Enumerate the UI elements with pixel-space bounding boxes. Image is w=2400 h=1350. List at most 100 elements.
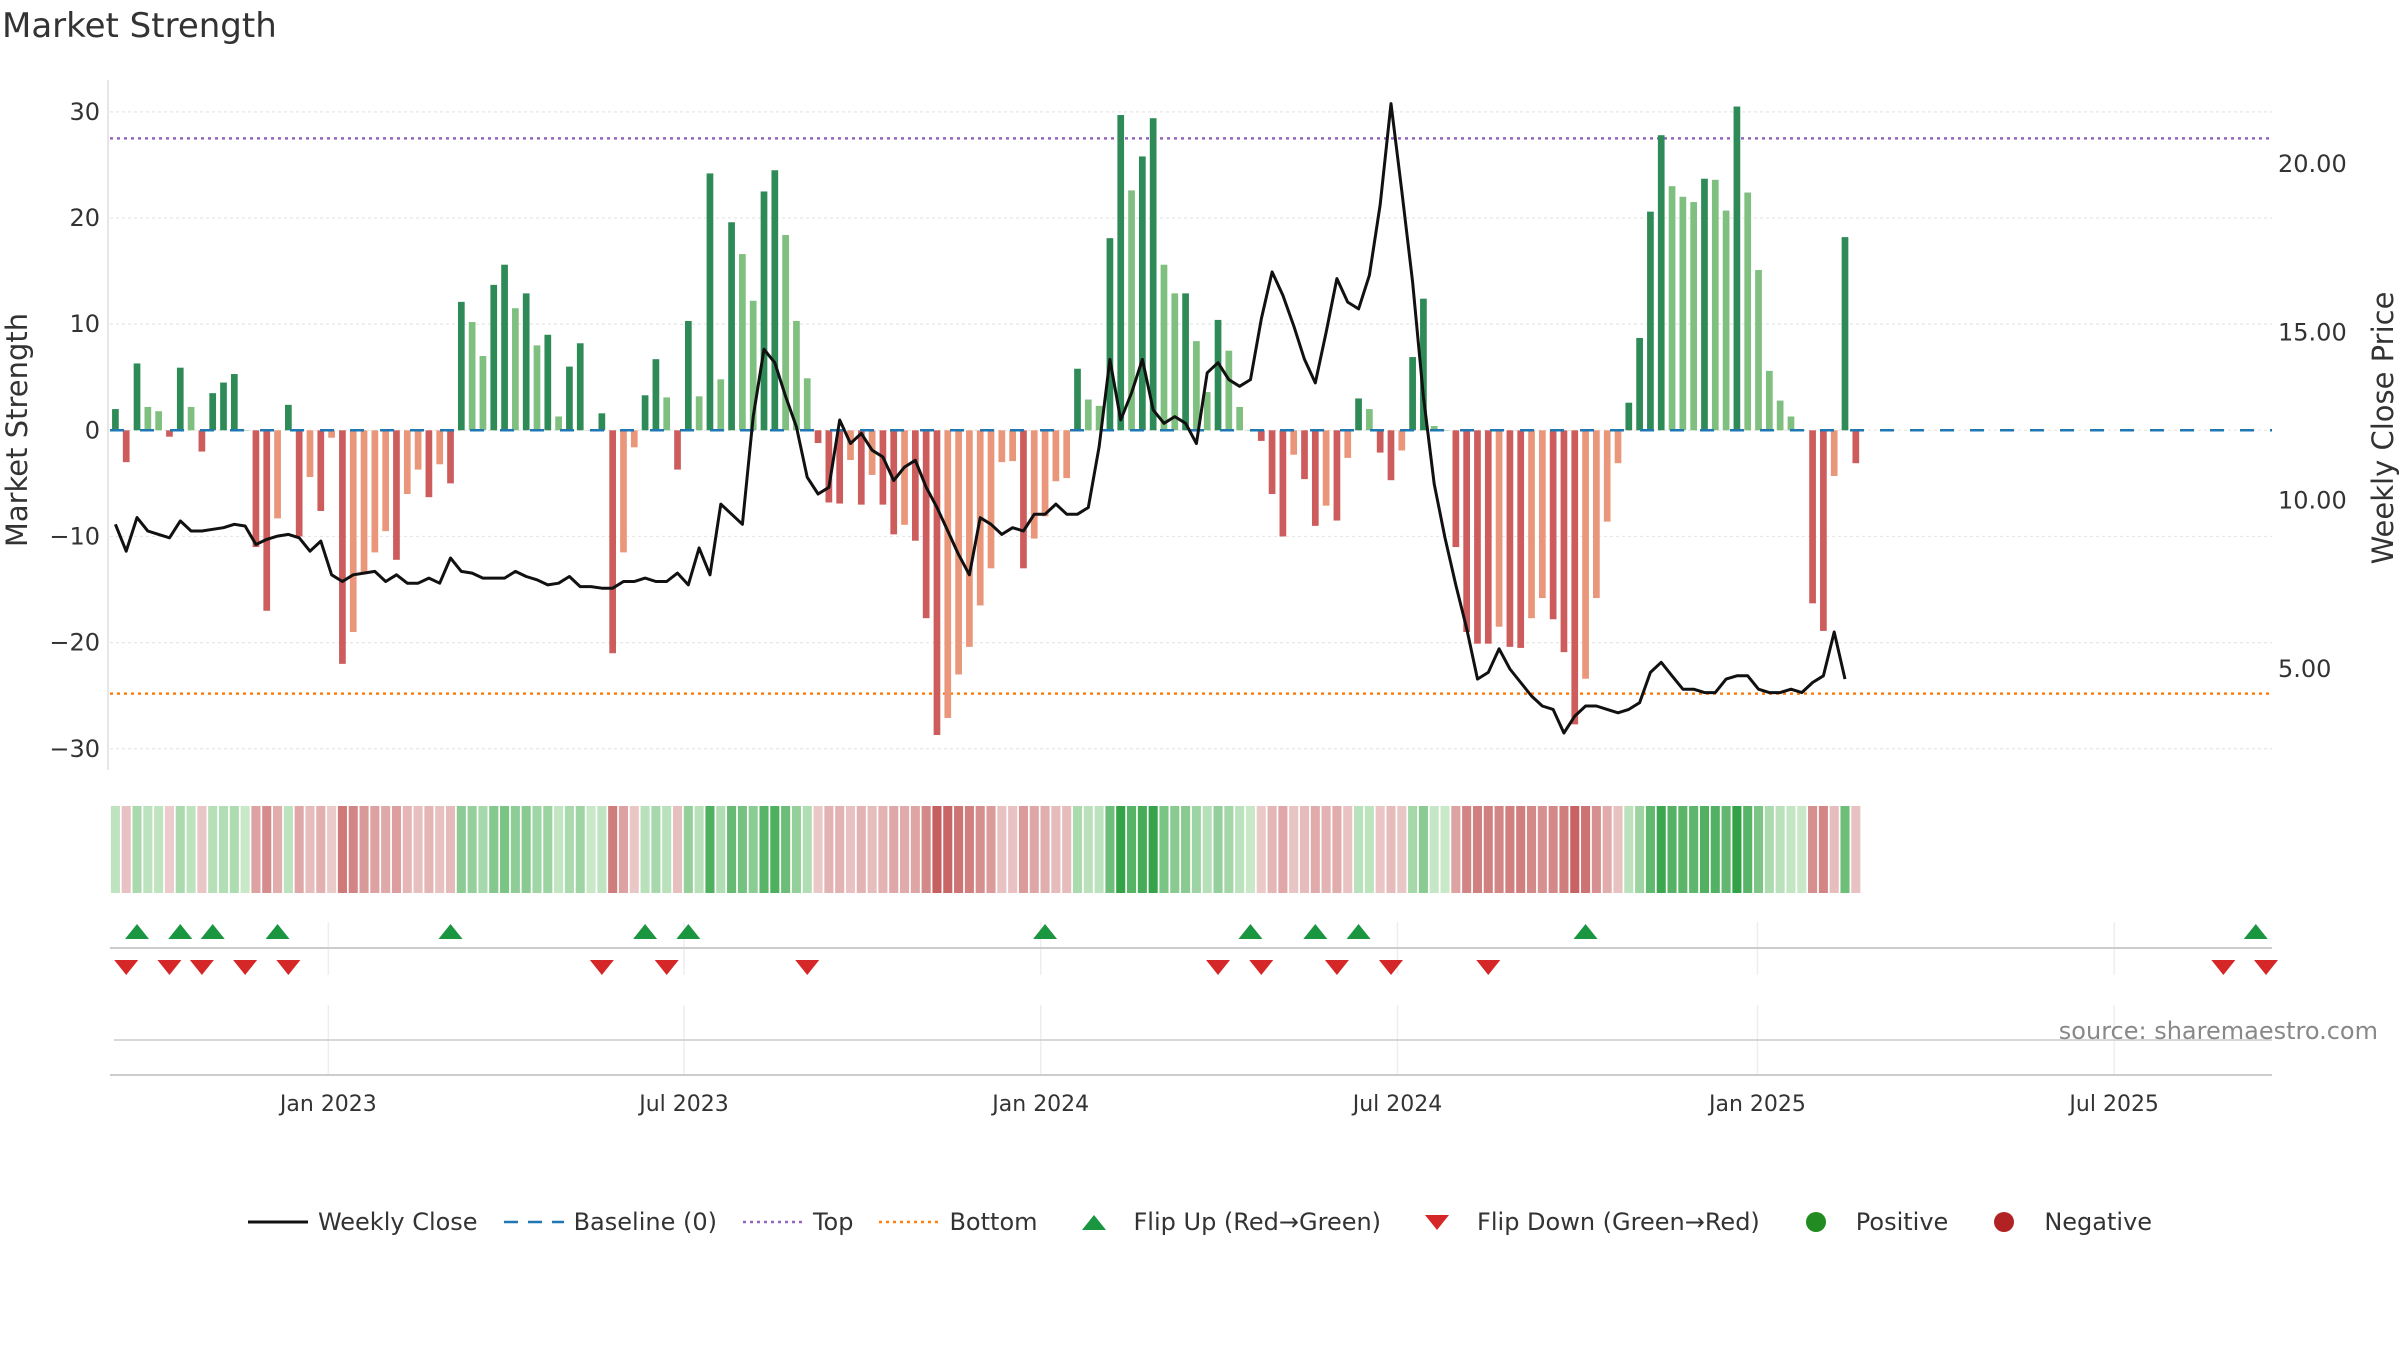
- legend-label: Flip Down (Green→Red): [1477, 1208, 1760, 1236]
- strength-bar: [1582, 430, 1589, 679]
- strength-bar: [771, 170, 779, 431]
- flip-up-marker: [2243, 924, 2268, 939]
- flip-down-marker: [1378, 960, 1403, 975]
- flip-down-marker: [2254, 960, 2278, 975]
- strength-bar: [544, 334, 552, 431]
- heat-cell: [154, 806, 164, 893]
- strength-bar: [522, 293, 530, 431]
- heat-cell: [1818, 806, 1828, 893]
- heat-cell: [262, 806, 272, 893]
- flip-down-marker: [157, 960, 182, 975]
- strength-bar: [328, 430, 335, 438]
- reference-lines: [110, 137, 2272, 695]
- legend-symbol: [247, 1220, 308, 1224]
- strength-bar: [1009, 430, 1016, 462]
- strength-bar: [479, 356, 487, 431]
- legend-symbol: [1805, 1212, 1826, 1232]
- heat-cell: [402, 806, 412, 893]
- y2-tick-label: 10.00: [2278, 487, 2347, 515]
- flip-down-marker: [1249, 960, 1274, 975]
- heat-cell: [781, 806, 791, 893]
- x-tick-label: Jan 2023: [278, 1092, 377, 1117]
- right-y-axis: 20.00 15.00 10.00 5.00: [2278, 150, 2347, 683]
- strength-bar: [566, 366, 573, 431]
- strength-bar: [155, 411, 162, 431]
- heat-cell: [1278, 806, 1288, 893]
- strength-bar: [166, 430, 173, 437]
- strength-bar: [425, 430, 433, 498]
- heat-cell: [1224, 806, 1234, 893]
- heat-cell: [1851, 806, 1861, 893]
- chart-legend: Weekly Close Baseline (0) Top Bottom Flip Up…: [0, 1208, 2400, 1236]
- strength-bar: [674, 430, 681, 470]
- strength-bar: [1290, 430, 1298, 455]
- strength-bar: [1030, 430, 1038, 539]
- heat-cell: [1213, 806, 1223, 893]
- flip-up-marker: [265, 924, 290, 939]
- heat-cell: [1526, 806, 1537, 893]
- strength-bar: [468, 322, 476, 431]
- legend-label: Positive: [1855, 1208, 1949, 1236]
- heat-cell: [770, 806, 780, 893]
- flip-down-marker: [189, 960, 214, 975]
- heat-cell: [218, 806, 229, 893]
- strength-bar: [1344, 430, 1352, 458]
- strength-bar: [684, 320, 692, 431]
- market-strength-chart: 30 20 10 0 −10 −20 −30 20.00 15.00 10.00 5.00 Jan…: [0, 80, 2400, 1117]
- strength-bar: [1668, 186, 1676, 431]
- strength-bar: [1366, 409, 1373, 431]
- x-axis: Jan 2023 Jul 2023 Jan 2024 Jul 2024 Jan 2025…: [110, 1005, 2272, 1117]
- heat-cell: [1570, 806, 1580, 893]
- strength-bar: [782, 234, 789, 431]
- strength-bar: [1236, 406, 1243, 431]
- strength-bar: [1311, 430, 1319, 526]
- heat-cell: [748, 806, 758, 893]
- strength-bar: [436, 430, 444, 465]
- strength-bar: [1441, 430, 1449, 431]
- strength-bar: [1257, 430, 1265, 441]
- heat-cell: [521, 806, 531, 893]
- strength-bar: [1495, 430, 1503, 627]
- heat-cell: [618, 806, 629, 893]
- y-tick-label: 10: [69, 310, 100, 338]
- heat-cell: [1613, 806, 1623, 893]
- heat-cell: [1083, 806, 1093, 893]
- heat-cell: [1483, 806, 1493, 893]
- strength-bar: [1690, 202, 1698, 431]
- heat-cell: [186, 806, 196, 893]
- strength-bar: [414, 430, 422, 470]
- heat-cell: [1689, 806, 1699, 893]
- legend-symbol: [879, 1220, 940, 1224]
- strength-bar: [533, 345, 541, 431]
- heat-cell: [1591, 806, 1601, 893]
- legend-item-positive: Positive: [1786, 1208, 1949, 1236]
- heat-cell: [121, 806, 131, 893]
- heat-cell: [1808, 806, 1818, 893]
- heat-cell: [413, 806, 423, 893]
- strength-bar: [1679, 196, 1687, 431]
- heat-cell: [1148, 806, 1158, 893]
- strength-bar: [868, 430, 876, 475]
- heat-cell: [1797, 806, 1807, 893]
- strength-bar: [371, 430, 379, 553]
- strength-bar: [663, 397, 671, 431]
- y2-tick-label: 5.00: [2278, 655, 2331, 683]
- heat-cell: [1429, 806, 1439, 893]
- strength-bar: [911, 430, 919, 541]
- flip-up-marker: [1033, 924, 1058, 939]
- strength-bar: [285, 404, 292, 431]
- strength-bar: [717, 379, 725, 431]
- heat-cell: [1354, 806, 1364, 893]
- heat-cell: [954, 806, 964, 893]
- strength-bar: [112, 409, 119, 431]
- strength-bar: [879, 430, 887, 505]
- heat-cell: [337, 806, 347, 893]
- x-tick-label: Jan 2025: [1707, 1092, 1806, 1117]
- legend-label: Bottom: [949, 1208, 1038, 1236]
- heat-cell: [1418, 806, 1428, 893]
- strength-bar: [1452, 430, 1460, 548]
- strength-bar: [1160, 264, 1168, 431]
- strength-bar: [457, 301, 465, 431]
- strength-bar: [1852, 430, 1860, 464]
- strength-bar: [501, 264, 508, 431]
